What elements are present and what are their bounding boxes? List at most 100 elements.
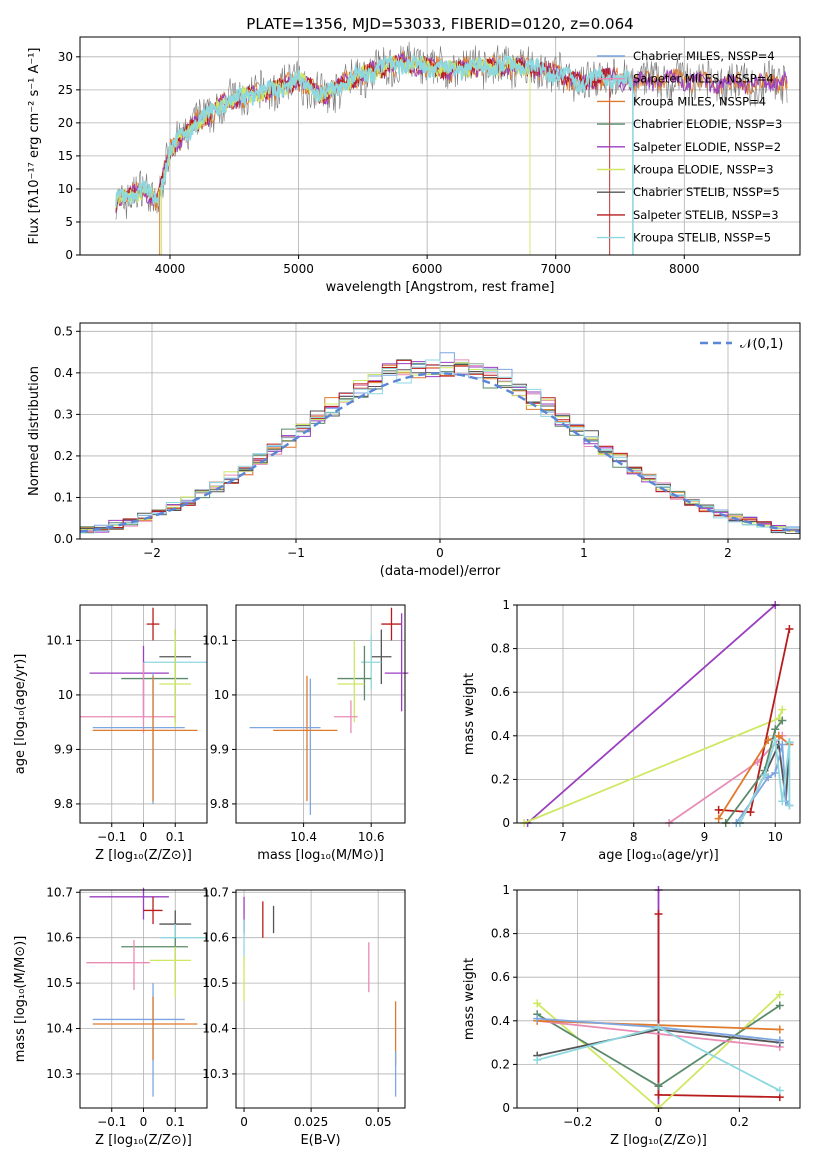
x-tick-label: 0.1 <box>166 830 185 844</box>
weight-marker <box>533 1014 542 1023</box>
x-tick-label: 6000 <box>412 262 443 276</box>
y-tick-label: 10.7 <box>46 885 73 899</box>
x-axis-label: Z [log₁₀(Z/Z⊙)] <box>610 1133 707 1148</box>
legend-label: Salpeter MILES, NSSP=4 <box>633 72 774 86</box>
weight-marker <box>778 740 787 749</box>
weight-marker <box>533 999 542 1008</box>
weight-marker <box>771 736 780 745</box>
x-tick-label: 2 <box>724 546 732 560</box>
y-tick-label: 10.5 <box>202 976 229 990</box>
y-tick-label: 0 <box>65 248 73 262</box>
y-tick-label: 10.4 <box>46 1022 73 1036</box>
legend-label: Chabrier MILES, NSSP=4 <box>633 49 775 63</box>
legend-label: Salpeter ELODIE, NSSP=2 <box>633 140 781 154</box>
weight-marker <box>785 738 794 747</box>
y-tick-label: 10.1 <box>46 633 73 647</box>
x-tick-label: 7000 <box>540 262 571 276</box>
y-tick-label: 1 <box>502 598 510 612</box>
y-tick-label: 9.8 <box>54 797 73 811</box>
x-axis-label: E(B-V) <box>300 1133 340 1148</box>
y-tick-label: 10.3 <box>46 1067 73 1081</box>
x-tick-label: 7 <box>559 830 567 844</box>
x-tick-label: 8 <box>630 830 638 844</box>
panel-mass-vs-metallicity <box>80 887 207 1108</box>
panel-residual-histogram <box>79 323 801 540</box>
panel-mass-weight-vs-age <box>517 601 800 827</box>
y-tick-label: 10.4 <box>202 1022 229 1036</box>
y-tick-label: 10.5 <box>46 976 73 990</box>
x-tick-label: 0.05 <box>365 1115 392 1129</box>
weight-marker <box>775 1001 784 1010</box>
y-tick-label: 20 <box>58 116 73 130</box>
spectrum-series <box>115 41 788 255</box>
y-tick-label: 10.6 <box>46 931 73 945</box>
weight-marker <box>775 990 784 999</box>
spectrum-line <box>115 55 531 255</box>
y-tick-label: 0.0 <box>54 532 73 546</box>
axes-frame <box>235 889 406 1109</box>
chart-title: PLATE=1356, MJD=53033, FIBERID=0120, z=0… <box>246 15 633 33</box>
weight-marker <box>771 768 780 777</box>
legend-label: Kroupa STELIB, NSSP=5 <box>633 231 771 245</box>
legend-label: Chabrier ELODIE, NSSP=3 <box>633 117 782 131</box>
x-axis-label: mass [log₁₀(M/M⊙)] <box>257 848 384 863</box>
weight-marker <box>775 1036 784 1045</box>
y-tick-label: 10 <box>214 688 229 702</box>
weight-marker <box>774 731 783 740</box>
x-tick-label: −0.1 <box>97 830 126 844</box>
weight-series <box>724 719 784 824</box>
y-axis-label: mass weight <box>462 958 477 1040</box>
x-tick-label: 0 <box>240 1115 248 1129</box>
x-tick-label: −0.2 <box>563 1115 592 1129</box>
weight-marker <box>746 808 755 817</box>
x-tick-label: 10 <box>768 830 783 844</box>
y-tick-label: 10.3 <box>202 1067 229 1081</box>
x-axis-label: (data-model)/error <box>380 564 501 579</box>
panel-age-vs-metallicity <box>80 605 207 823</box>
y-tick-label: 10 <box>58 688 73 702</box>
y-tick-label: 0.1 <box>54 490 73 504</box>
y-tick-label: 0.8 <box>491 927 510 941</box>
y-tick-label: 15 <box>58 149 73 163</box>
weight-marker <box>778 705 787 714</box>
y-tick-label: 0.4 <box>491 1014 510 1028</box>
x-tick-label: −2 <box>143 546 161 560</box>
x-tick-label: 10.6 <box>358 830 385 844</box>
y-axis-label: Flux [fλ10⁻¹⁷ erg cm⁻² s⁻¹ A⁻¹] <box>27 48 42 245</box>
weight-series <box>739 739 791 824</box>
x-tick-label: 4000 <box>155 262 186 276</box>
y-tick-label: 9.9 <box>210 742 229 756</box>
y-tick-label: 0.6 <box>491 685 510 699</box>
y-tick-label: 10.1 <box>202 633 229 647</box>
y-tick-label: 0.8 <box>491 642 510 656</box>
x-tick-label: 0 <box>655 1115 663 1129</box>
legend-label: Chabrier STELIB, NSSP=5 <box>633 185 780 199</box>
weight-marker <box>654 909 663 918</box>
spectrum-line <box>115 53 634 255</box>
y-tick-label: 0.3 <box>54 407 73 421</box>
weight-marker <box>778 716 787 725</box>
x-tick-label: 0 <box>140 1115 148 1129</box>
x-tick-label: −0.1 <box>97 1115 126 1129</box>
weight-marker <box>654 1023 663 1032</box>
y-tick-label: 0.4 <box>54 366 73 380</box>
y-tick-label: 10.6 <box>202 931 229 945</box>
y-tick-label: 30 <box>58 50 73 64</box>
y-tick-label: 0 <box>502 1101 510 1115</box>
y-tick-label: 5 <box>65 215 73 229</box>
weight-marker <box>785 624 794 633</box>
weight-series <box>657 914 780 1098</box>
weight-marker <box>714 805 723 814</box>
spectrum-line <box>115 52 788 214</box>
weight-marker <box>775 1025 784 1034</box>
legend-label: Kroupa ELODIE, NSSP=3 <box>633 163 774 177</box>
weight-series <box>537 1019 780 1048</box>
x-tick-label: 5000 <box>283 262 314 276</box>
y-axis-label: Normed distribution <box>27 366 42 496</box>
weight-marker <box>775 1086 784 1095</box>
y-tick-label: 9.8 <box>210 797 229 811</box>
weight-marker <box>785 801 794 810</box>
x-axis-label: Z [log₁₀(Z/Z⊙)] <box>95 848 192 863</box>
x-tick-label: 0.025 <box>294 1115 328 1129</box>
